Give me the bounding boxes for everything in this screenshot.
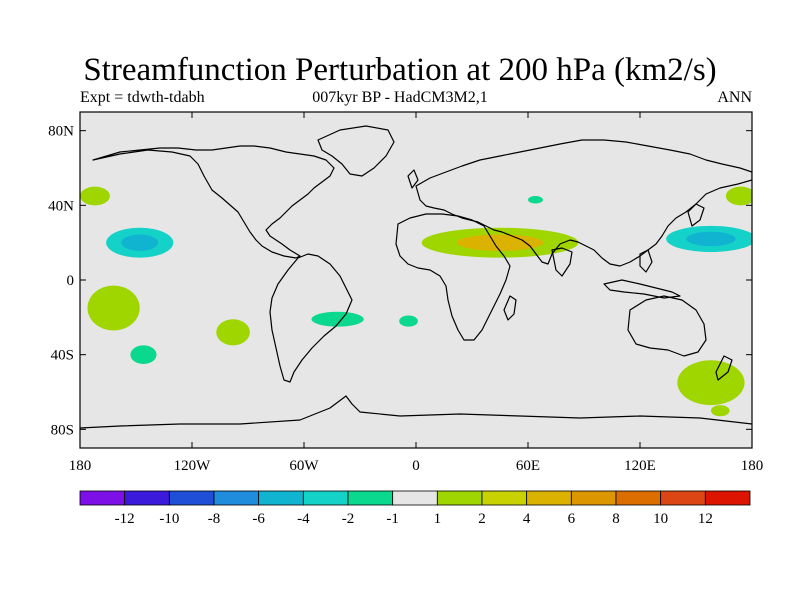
colorbar-label: 6 [568,511,576,527]
map-background [80,112,752,448]
anomaly-core-africa-asia-positive [456,234,544,251]
colorbar-swatch [79,490,126,506]
lon-tick-label: 120W [174,458,212,474]
anomaly-core-north-pacific-west-negative [121,234,159,251]
colorbar-label: -4 [297,511,310,527]
coastline-layer [80,125,752,429]
colorbar-swatch [526,490,572,506]
colorbar-swatch [168,490,215,506]
colorbar-swatch [124,490,170,506]
lon-tick-label: 60W [289,458,319,474]
coastline-australia [627,295,707,357]
coastline-philippines [639,249,653,273]
anomaly-mediterranean-negative [528,196,543,204]
lon-tick-label: 120E [624,458,656,474]
anomaly-south-pacific-east-positive [216,319,250,346]
map-title: Streamfunction Perturbation at 200 hPa (… [83,52,717,88]
colorbar-label: -12 [115,511,135,527]
season-label: ANN [717,89,752,106]
colorbar-swatch [481,490,528,506]
coastline-indonesia [603,279,681,299]
colorbar-label: 2 [478,511,486,527]
map-axes: 80N 40N 0 40S 80S 180 120W 60W 0 60E 120E 180 [48,112,763,474]
lat-tick-label: 80S [51,422,74,438]
coastline-north-america [92,145,335,259]
anomaly-south-atlantic-negative-2 [399,315,418,327]
colorbar-label: -10 [159,511,179,527]
lat-tick-label: 80N [48,124,74,140]
coastline-antarctica [80,395,752,429]
anomaly-core-north-pacific-east-negative [686,231,736,247]
colorbar-label: -8 [208,511,221,527]
lon-tick-label: 0 [412,458,420,474]
anomaly-north-pacific-40n-west [80,186,110,206]
anomaly-tasman-positive-tail [710,405,730,417]
anomaly-south-pacific-west-positive [87,285,140,331]
lat-tick-label: 40S [51,348,74,364]
coastline-africa [395,213,511,341]
colorbar-label: -1 [386,511,399,527]
coastline-india [551,247,573,277]
colorbar-swatch [704,490,751,506]
colorbar-label: 4 [523,511,531,527]
colorbar-swatch [615,490,662,506]
coastline-madagascar [503,295,517,321]
colorbar-label: -6 [252,511,265,527]
colorbar-swatch [660,490,706,506]
coastline-british-isles [407,169,419,189]
colorbar-swatch [436,490,483,506]
coastline-greenland [317,125,395,177]
lon-tick-label: 60E [516,458,540,474]
colorbar-swatch [570,490,617,506]
colorbar-label: 8 [612,511,620,527]
colorbar-label: -2 [342,511,355,527]
colorbar-swatch [258,490,304,506]
anomaly-south-pacific-negative [130,345,157,364]
coastline-south-america [269,253,353,383]
period-model-label: 007kyr BP - HadCM3M2,1 [312,89,488,106]
lon-tick-label: 180 [69,458,92,474]
anomaly-south-atlantic-negative-1 [311,311,364,327]
colorbar-label: 10 [653,511,668,527]
lon-tick-label: 180 [741,458,764,474]
anomaly-north-pacific-40n-east [725,186,752,206]
anomaly-tasman-positive [677,360,745,406]
colorbar: -12 -10 -8 -6 -4 -2 -1 1 2 4 6 8 10 12 [79,490,751,527]
coastline-japan [687,203,705,227]
lat-tick-label: 40N [48,198,74,214]
colorbar-label: 12 [698,511,713,527]
coastline-new-zealand [715,355,733,381]
colorbar-label: 1 [434,511,442,527]
colorbar-swatch [392,490,438,506]
colorbar-swatch [347,490,394,506]
colorbar-swatch [213,490,260,506]
lat-tick-label: 0 [67,273,75,289]
experiment-label: Expt = tdwth-tdabh [80,89,205,106]
colorbar-swatch [302,490,349,506]
